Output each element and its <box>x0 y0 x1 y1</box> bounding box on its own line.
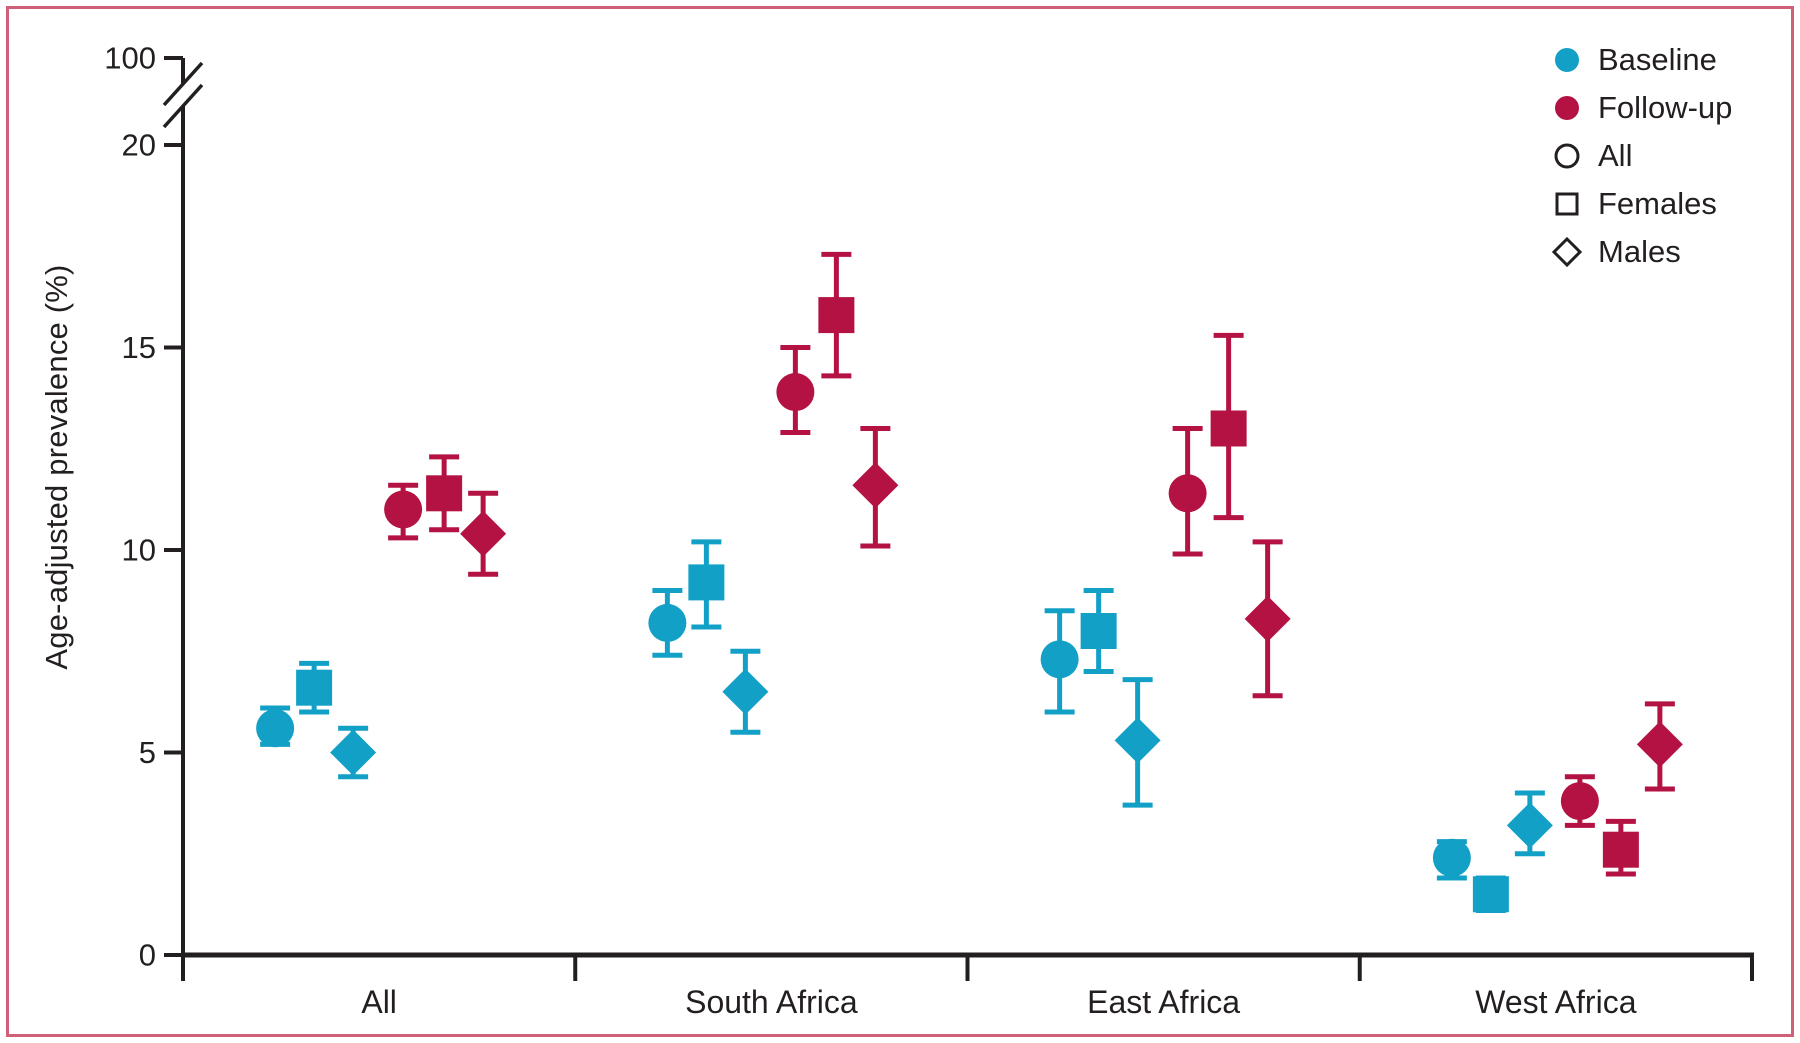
y-tick-label: 100 <box>104 41 156 76</box>
marker-diamond <box>460 510 507 557</box>
marker-diamond <box>1244 595 1291 642</box>
all-open-circle-icon <box>1552 141 1582 171</box>
axis-break-slash-icon <box>162 61 204 107</box>
marker-circle <box>1560 782 1599 821</box>
legend-item-follow-up: Follow-up <box>1552 84 1732 132</box>
data-point-follow-up-west-africa-all <box>1560 774 1599 828</box>
data-point-baseline-west-africa-all <box>1432 838 1471 881</box>
data-point-baseline-all-males <box>330 725 377 780</box>
legend-item-males: Males <box>1552 228 1732 276</box>
marker-diamond <box>330 729 377 776</box>
data-point-baseline-east-africa-males <box>1114 677 1161 808</box>
legend-label: Males <box>1598 234 1681 269</box>
axis-break-slash-icon <box>162 83 204 129</box>
data-point-follow-up-east-africa-males <box>1244 539 1291 699</box>
marker-circle <box>648 603 687 642</box>
y-tick-label: 10 <box>122 533 156 568</box>
data-point-baseline-east-africa-females <box>1080 588 1117 674</box>
males-open-diamond-icon <box>1552 237 1582 267</box>
marker-square <box>1210 410 1247 447</box>
data-point-follow-up-all-females <box>426 454 463 533</box>
data-point-baseline-south-africa-males <box>722 648 769 735</box>
marker-diamond <box>1114 717 1161 764</box>
data-point-baseline-south-africa-all <box>648 588 687 658</box>
marker-square <box>296 669 333 706</box>
data-point-baseline-east-africa-all <box>1040 608 1079 715</box>
marker-square <box>688 564 725 601</box>
data-point-follow-up-south-africa-males <box>852 426 899 549</box>
legend-item-all: All <box>1552 132 1732 180</box>
data-point-follow-up-south-africa-females <box>818 251 855 379</box>
marker-circle <box>256 709 295 748</box>
marker-square <box>1602 831 1639 868</box>
y-tick-label: 0 <box>139 938 156 973</box>
marker-square <box>426 475 463 512</box>
marker-diamond <box>852 462 899 509</box>
marker-circle <box>1432 838 1471 877</box>
baseline-filled-circle-icon <box>1552 45 1582 75</box>
marker-circle <box>776 373 815 412</box>
y-tick-label: 20 <box>122 128 156 163</box>
x-category-label-east-africa: East Africa <box>1087 984 1240 1020</box>
legend: Baseline Follow-up All Females Males <box>1552 36 1732 276</box>
marker-square <box>1472 876 1509 913</box>
marker-circle <box>1040 640 1079 679</box>
marker-circle <box>384 490 423 529</box>
data-point-follow-up-south-africa-all <box>776 345 815 436</box>
data-point-baseline-west-africa-males <box>1506 790 1553 857</box>
legend-label: Follow-up <box>1598 90 1733 125</box>
data-point-follow-up-all-all <box>384 482 423 541</box>
marker-square <box>818 297 855 334</box>
follow-up-filled-circle-icon <box>1552 93 1582 123</box>
legend-label: All <box>1598 138 1633 173</box>
y-axis-title: Age-adjusted prevalence (%) <box>39 264 74 670</box>
legend-item-baseline: Baseline <box>1552 36 1732 84</box>
data-point-follow-up-west-africa-males <box>1636 701 1683 792</box>
legend-label: Baseline <box>1598 42 1717 77</box>
legend-item-females: Females <box>1552 180 1732 228</box>
data-point-follow-up-east-africa-all <box>1168 426 1207 557</box>
x-category-label-west-africa: West Africa <box>1475 984 1636 1020</box>
y-tick-label: 15 <box>122 330 156 365</box>
marker-square <box>1080 613 1117 649</box>
y-tick-label: 5 <box>139 735 156 770</box>
axis-break-gap <box>179 84 187 106</box>
data-point-follow-up-west-africa-females <box>1602 818 1639 877</box>
data-point-baseline-all-females <box>296 660 333 715</box>
marker-circle <box>1168 474 1207 513</box>
data-point-baseline-all-all <box>256 705 295 748</box>
legend-label: Females <box>1598 186 1717 221</box>
x-category-label-all: All <box>361 984 397 1020</box>
x-category-label-south-africa: South Africa <box>685 984 858 1020</box>
marker-diamond <box>1636 721 1683 768</box>
marker-diamond <box>1506 802 1553 849</box>
data-point-baseline-south-africa-females <box>688 539 725 630</box>
data-point-baseline-west-africa-females <box>1472 875 1509 913</box>
data-point-follow-up-east-africa-females <box>1210 332 1247 521</box>
females-open-square-icon <box>1552 189 1582 219</box>
marker-diamond <box>722 668 769 715</box>
data-point-follow-up-all-males <box>460 490 507 577</box>
